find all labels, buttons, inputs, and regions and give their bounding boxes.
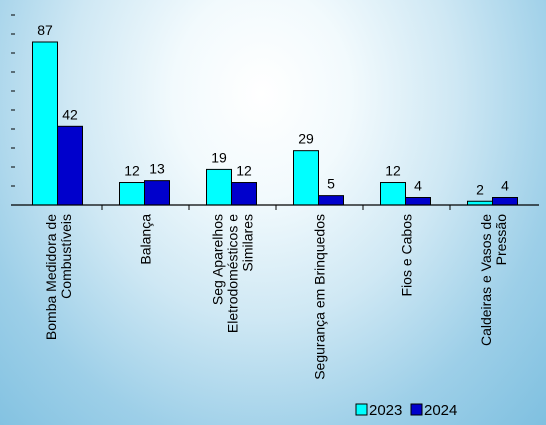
bar-2023-3: [293, 150, 319, 206]
bar-2024-1: [144, 180, 170, 206]
bar-2023-4: [380, 182, 406, 206]
category-label-line: Similares: [240, 214, 256, 272]
data-label-2024-0: 42: [62, 106, 78, 122]
category-label-line: Caldeiras e Vasos de: [478, 214, 494, 346]
category-label-line: Segurança em Brinquedos: [312, 214, 328, 380]
category-label-5: Caldeiras e Vasos de Pressão: [478, 214, 509, 346]
category-label-line: Eletrodomésticos e: [225, 214, 241, 333]
data-label-2023-3: 29: [298, 131, 314, 147]
data-label-2024-1: 13: [149, 161, 165, 177]
data-label-2023-2: 19: [211, 149, 227, 165]
bar-2023-1: [119, 182, 145, 206]
bar-2024-2: [231, 182, 257, 206]
category-label-line: Pressão: [493, 214, 509, 266]
data-label-2024-5: 4: [501, 178, 509, 194]
category-label-line: Seg Aparelhos: [210, 214, 226, 305]
data-label-2023-1: 12: [124, 163, 140, 179]
data-label-2024-2: 12: [236, 163, 252, 179]
data-label-2023-4: 12: [385, 163, 401, 179]
bar-2023-2: [206, 168, 232, 206]
category-label-line: Balança: [138, 214, 154, 265]
category-label-1: Balança: [138, 214, 154, 265]
legend-label-2024: 2024: [424, 402, 457, 419]
legend-swatch-2024: [410, 403, 423, 416]
bar-2024-0: [57, 125, 83, 206]
bar-2024-5: [492, 197, 518, 206]
data-label-2023-0: 87: [37, 22, 53, 38]
category-label-3: Segurança em Brinquedos: [312, 214, 328, 380]
bar-2023-0: [32, 41, 58, 206]
data-label-2024-3: 5: [327, 176, 335, 192]
category-label-line: Combustíveis: [58, 214, 74, 299]
category-label-line: Fios e Cabos: [399, 214, 415, 296]
legend-swatch-2023: [355, 403, 368, 416]
category-label-2: Seg Aparelhos Eletrodomésticos e Similares: [210, 214, 256, 333]
category-label-4: Fios e Cabos: [399, 214, 415, 296]
data-label-2023-5: 2: [476, 181, 484, 197]
bar-2024-4: [405, 197, 431, 206]
legend-label-2023: 2023: [369, 402, 402, 419]
category-label-line: Bomba Medidora de: [43, 214, 59, 340]
data-label-2024-4: 4: [414, 178, 422, 194]
category-label-0: Bomba Medidora de Combustíveis: [43, 214, 74, 340]
bar-2024-3: [318, 195, 344, 206]
